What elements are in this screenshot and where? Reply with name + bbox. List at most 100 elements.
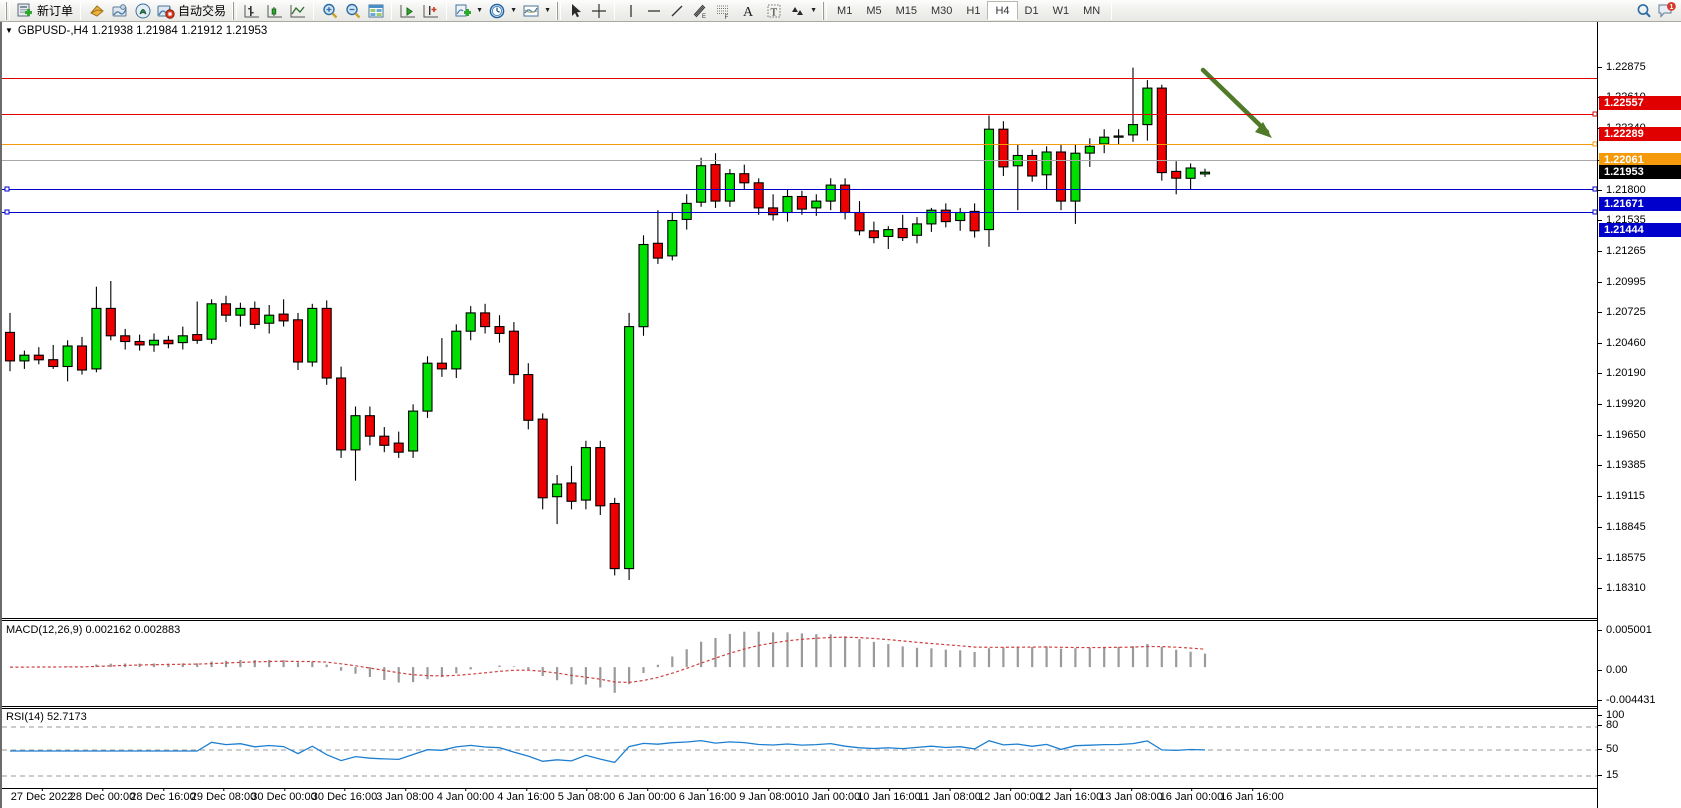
toolbar-separator-5	[614, 1, 616, 20]
time-tick: 12 Jan 16:00	[1038, 788, 1103, 803]
autotrading-icon[interactable]	[155, 1, 176, 21]
bar-chart-icon[interactable]	[241, 1, 262, 21]
tab-timeframe-m1[interactable]: M1	[837, 4, 853, 17]
tab-timeframe-m15[interactable]: M15	[895, 4, 917, 17]
tab-timeframe-m5[interactable]: M5	[866, 4, 882, 17]
price-tick: 1.19920	[1598, 398, 1681, 410]
metaeditor-icon[interactable]	[109, 1, 130, 21]
price-tick: 1.18575	[1598, 552, 1681, 564]
notifications-icon[interactable]: 1	[1656, 1, 1677, 21]
horizontal-line-icon[interactable]	[643, 1, 664, 21]
text-tool-icon[interactable]: A	[735, 1, 761, 21]
time-axis: 27 Dec 2022 28 Dec 00:00 28 Dec 16:00 29 De…	[2, 788, 1599, 808]
chart-menu-chevron-down-icon[interactable]: ▼	[5, 26, 13, 35]
macd-label: MACD(12,26,9) 0.002162 0.002883	[6, 624, 181, 636]
price-level-label-pivot[interactable]: 1.22061	[1599, 152, 1681, 167]
toolbar-grip-3[interactable]	[556, 1, 562, 20]
time-tick: 12 Jan 00:00	[978, 788, 1042, 803]
vertical-line-icon[interactable]	[620, 1, 641, 21]
pane-separator-price-macd-2	[2, 620, 1681, 621]
svg-text:F: F	[724, 15, 728, 20]
chart-window[interactable]: ▼ GBPUSD-,H4 1.21938 1.21984 1.21912 1.2…	[0, 22, 1681, 808]
price-level-label-support[interactable]: 1.21444	[1599, 223, 1681, 238]
toolbar-separator-2	[313, 1, 315, 20]
zoom-in-icon[interactable]	[319, 1, 340, 21]
pane-separator-price-macd[interactable]	[2, 618, 1681, 619]
toolbar-grip-2[interactable]	[232, 1, 238, 20]
price-tick: 1.19385	[1598, 459, 1681, 471]
pane-separator-macd-rsi[interactable]	[2, 706, 1681, 707]
price-level-label-resistance[interactable]: 1.22289	[1599, 126, 1681, 141]
search-icon[interactable]	[1633, 1, 1654, 21]
line-chart-icon[interactable]	[287, 1, 308, 21]
cursor-icon[interactable]	[565, 1, 586, 21]
new-order-label[interactable]: 新订单	[37, 4, 74, 18]
trendline-icon[interactable]	[666, 1, 687, 21]
price-tick: 1.22875	[1598, 61, 1681, 73]
toolbar-separator-4	[446, 1, 448, 20]
autotrading-label[interactable]: 自动交易	[178, 4, 227, 18]
tab-timeframe-h4[interactable]: H4	[987, 1, 1018, 20]
svg-text:1: 1	[1669, 4, 1673, 11]
auto-scroll-icon[interactable]	[420, 1, 441, 21]
rsi-pane[interactable]: RSI(14) 52.7173	[2, 710, 1599, 788]
macd-pane[interactable]: MACD(12,26,9) 0.002162 0.002883	[2, 622, 1599, 706]
templates-icon[interactable]	[520, 1, 541, 21]
indicators-icon[interactable]	[452, 1, 473, 21]
tab-timeframe-w1[interactable]: W1	[1052, 4, 1070, 17]
chart-symbol-ohlc: GBPUSD-,H4 1.21938 1.21984 1.21912 1.219…	[17, 24, 268, 37]
toolbar-grip[interactable]	[5, 1, 10, 20]
zoom-out-icon[interactable]	[342, 1, 363, 21]
data-window-icon[interactable]	[365, 1, 386, 21]
time-tick: 16 Jan 16:00	[1220, 788, 1284, 803]
price-tick: 1.20995	[1598, 276, 1681, 288]
time-tick: 30 Dec 00:00	[251, 788, 317, 803]
price-level-label-resistance[interactable]: 1.22557	[1599, 96, 1681, 111]
navigator-icon[interactable]	[132, 1, 153, 21]
indicators-chevron-down-icon[interactable]: ▼	[476, 7, 483, 14]
toolbar-separator-6	[1111, 1, 1113, 20]
tab-timeframe-h1[interactable]: H1	[966, 4, 981, 17]
tab-timeframe-d1[interactable]: D1	[1024, 4, 1039, 17]
fibonacci-icon[interactable]: F	[712, 1, 733, 21]
price-axis[interactable]: 1.228751.226101.223401.220611.218001.215…	[1597, 22, 1681, 808]
price-tick: 1.18310	[1598, 582, 1681, 594]
rsi-tick: 15	[1598, 769, 1681, 781]
price-level-label-support[interactable]: 1.21671	[1599, 197, 1681, 212]
hline-anchor-121671-left[interactable]	[4, 186, 10, 192]
new-order-icon[interactable]	[14, 1, 35, 21]
svg-text:E: E	[702, 14, 706, 20]
time-tick: 5 Jan 08:00	[557, 788, 616, 803]
hline-resistance-122289[interactable]	[2, 111, 1599, 117]
tab-timeframe-mn[interactable]: MN	[1083, 4, 1101, 17]
rsi-tick: 100	[1598, 709, 1681, 721]
candlestick-chart-icon[interactable]	[264, 1, 285, 21]
price-level-label-last-price[interactable]: 1.21953	[1599, 165, 1681, 180]
tab-timeframe-m30[interactable]: M30	[931, 4, 953, 17]
hline-resistance-122557[interactable]	[2, 78, 1599, 79]
equidistant-channel-icon[interactable]: E	[689, 1, 710, 21]
macd-plot	[10, 631, 1207, 693]
main-toolbar: 新订单 自动交易	[0, 0, 1681, 22]
time-tick: 6 Jan 00:00	[618, 788, 676, 803]
time-tick: 28 Dec 16:00	[130, 788, 196, 803]
templates-chevron-down-icon[interactable]: ▼	[544, 7, 551, 14]
price-pane[interactable]	[2, 22, 1599, 618]
hand-expert-icon[interactable]	[86, 1, 107, 21]
periodicity-chevron-down-icon[interactable]: ▼	[510, 7, 517, 14]
toolbar-separator-3	[391, 1, 393, 20]
chart-shift-icon[interactable]	[397, 1, 418, 21]
hline-anchor-121444-left[interactable]	[4, 209, 10, 215]
time-tick: 9 Jan 08:00	[739, 788, 797, 803]
crosshair-icon[interactable]	[588, 1, 609, 21]
arrows-chevron-down-icon[interactable]: ▼	[810, 7, 817, 14]
time-tick: 28 Dec 00:00	[69, 788, 136, 803]
periodicity-clock-icon[interactable]	[486, 1, 507, 21]
hline-pivot-122061[interactable]	[2, 141, 1599, 147]
arrows-icon[interactable]	[786, 1, 807, 21]
hline-support-121444[interactable]	[2, 209, 1599, 215]
toolbar-grip-4[interactable]	[822, 1, 828, 20]
text-label-icon[interactable]: T	[763, 1, 784, 21]
hline-support-121671[interactable]	[2, 186, 1599, 192]
price-tick: 1.20460	[1598, 337, 1681, 349]
